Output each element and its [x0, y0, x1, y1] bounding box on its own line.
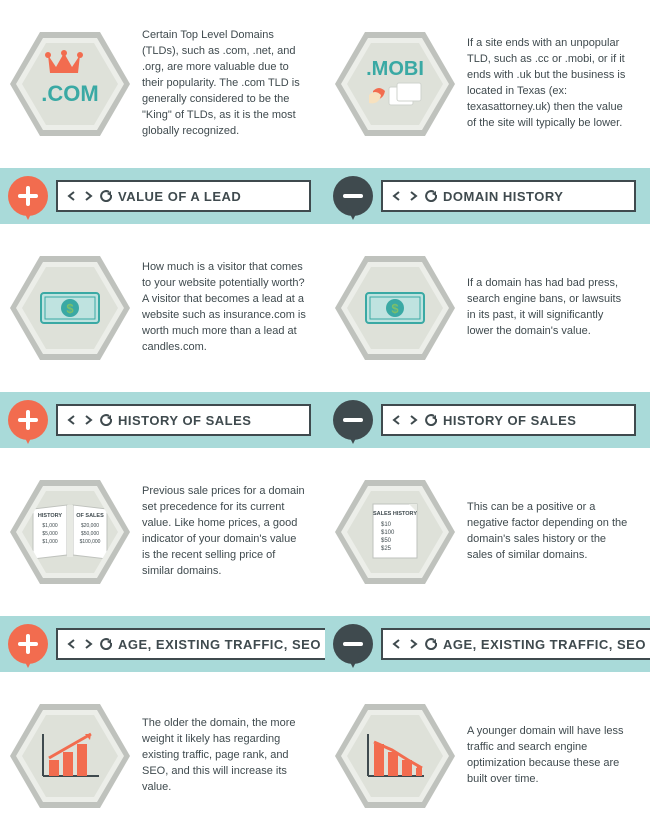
section-desc: Certain Top Level Domains (TLDs), such a… — [142, 28, 307, 140]
svg-text:$100,000: $100,000 — [80, 539, 101, 545]
section-desc: The older the domain, the more weight it… — [142, 716, 307, 796]
nav-arrows-icon — [391, 638, 437, 650]
nav-arrows-icon — [66, 190, 112, 202]
section-3-left: The older the domain, the more weight it… — [0, 672, 325, 840]
banner-row-2: AGE, EXISTING TRAFFIC, SEO AGE, EXISTING… — [0, 616, 650, 672]
nav-arrows-icon — [391, 190, 437, 202]
hex-wrap — [335, 686, 455, 826]
content-row-2: HISTORY OF SALES $1,000 $5,000 $1,000 $20,… — [0, 448, 650, 616]
nav-arrows-icon — [391, 414, 437, 426]
section-desc: If a site ends with an unpopular TLD, su… — [467, 36, 632, 132]
bars-up-icon — [35, 728, 105, 784]
hex-wrap — [10, 686, 130, 826]
svg-text:$5,000: $5,000 — [42, 531, 58, 537]
svg-text:$10: $10 — [381, 522, 392, 528]
svg-text:HISTORY: HISTORY — [38, 513, 62, 519]
section-1-right: $ If a domain has had bad press, search … — [325, 224, 650, 392]
money-icon: $ — [360, 285, 430, 331]
label-box: AGE, EXISTING TRAFFIC, SEO — [56, 628, 331, 660]
label-box: HISTORY OF SALES — [381, 404, 636, 436]
hex-wrap: $ — [10, 238, 130, 378]
banner-1-left: HISTORY OF SALES — [0, 392, 325, 448]
svg-text:$: $ — [391, 301, 399, 316]
section-2-right: SALES HISTORY $10 $100 $50 $25 This can be … — [325, 448, 650, 616]
content-row-1: $ How much is a visitor that comes to yo… — [0, 224, 650, 392]
hex-wrap: $ — [335, 238, 455, 378]
hex-wrap: SALES HISTORY $10 $100 $50 $25 — [335, 462, 455, 602]
nav-arrows-icon — [66, 414, 112, 426]
label-box: DOMAIN HISTORY — [381, 180, 636, 212]
section-1-left: $ How much is a visitor that comes to yo… — [0, 224, 325, 392]
banner-label: HISTORY OF SALES — [118, 413, 251, 428]
svg-text:$25: $25 — [381, 546, 392, 552]
svg-text:.COM: .COM — [41, 81, 98, 106]
section-0-left: .COM Certain Top Level Domains (TLDs), s… — [0, 0, 325, 168]
banner-label: AGE, EXISTING TRAFFIC, SEO — [118, 637, 321, 652]
banner-label: HISTORY OF SALES — [443, 413, 576, 428]
book-icon: HISTORY OF SALES $1,000 $5,000 $1,000 $20,… — [27, 497, 113, 567]
bars-down-icon — [360, 728, 430, 784]
com-crown-icon: .COM — [30, 49, 110, 119]
content-row-3: The older the domain, the more weight it… — [0, 672, 650, 840]
hex-wrap: HISTORY OF SALES $1,000 $5,000 $1,000 $20,… — [10, 462, 130, 602]
banner-2-left: AGE, EXISTING TRAFFIC, SEO — [0, 616, 325, 672]
banner-label: DOMAIN HISTORY — [443, 189, 563, 204]
section-desc: Previous sale prices for a domain set pr… — [142, 484, 307, 580]
svg-text:OF SALES: OF SALES — [76, 513, 104, 519]
label-box: VALUE OF A LEAD — [56, 180, 311, 212]
section-desc: How much is a visitor that comes to your… — [142, 260, 307, 356]
svg-text:$100: $100 — [381, 530, 395, 536]
banner-label: VALUE OF A LEAD — [118, 189, 241, 204]
svg-text:$50: $50 — [381, 538, 392, 544]
section-desc: If a domain has had bad press, search en… — [467, 276, 632, 340]
content-row-0: .COM Certain Top Level Domains (TLDs), s… — [0, 0, 650, 168]
banner-row-0: VALUE OF A LEAD DOMAIN HISTORY — [0, 168, 650, 224]
svg-text:$1,000: $1,000 — [42, 523, 58, 529]
banner-0-left: VALUE OF A LEAD — [0, 168, 325, 224]
label-box: AGE, EXISTING TRAFFIC, SEO — [381, 628, 650, 660]
section-3-right: A younger domain will have less traffic … — [325, 672, 650, 840]
label-box: HISTORY OF SALES — [56, 404, 311, 436]
banner-label: AGE, EXISTING TRAFFIC, SEO — [443, 637, 646, 652]
section-0-right: .MOBI If a site ends with an unpopular T… — [325, 0, 650, 168]
svg-text:$1,000: $1,000 — [42, 539, 58, 545]
banner-row-1: HISTORY OF SALES HISTORY OF SALES — [0, 392, 650, 448]
banner-1-right: HISTORY OF SALES — [325, 392, 650, 448]
hex-wrap: .COM — [10, 14, 130, 154]
section-desc: This can be a positive or a negative fac… — [467, 500, 632, 564]
section-2-left: HISTORY OF SALES $1,000 $5,000 $1,000 $20,… — [0, 448, 325, 616]
banner-0-right: DOMAIN HISTORY — [325, 168, 650, 224]
svg-text:$: $ — [66, 301, 74, 316]
mobi-icon: .MOBI — [353, 49, 437, 119]
svg-text:SALES HISTORY: SALES HISTORY — [373, 511, 417, 517]
sheet-icon: SALES HISTORY $10 $100 $50 $25 — [365, 498, 425, 566]
svg-text:.MOBI: .MOBI — [366, 58, 424, 80]
hex-wrap: .MOBI — [335, 14, 455, 154]
nav-arrows-icon — [66, 638, 112, 650]
money-icon: $ — [35, 285, 105, 331]
svg-text:$50,000: $50,000 — [81, 531, 99, 537]
banner-2-right: AGE, EXISTING TRAFFIC, SEO — [325, 616, 650, 672]
svg-text:$20,000: $20,000 — [81, 523, 99, 529]
